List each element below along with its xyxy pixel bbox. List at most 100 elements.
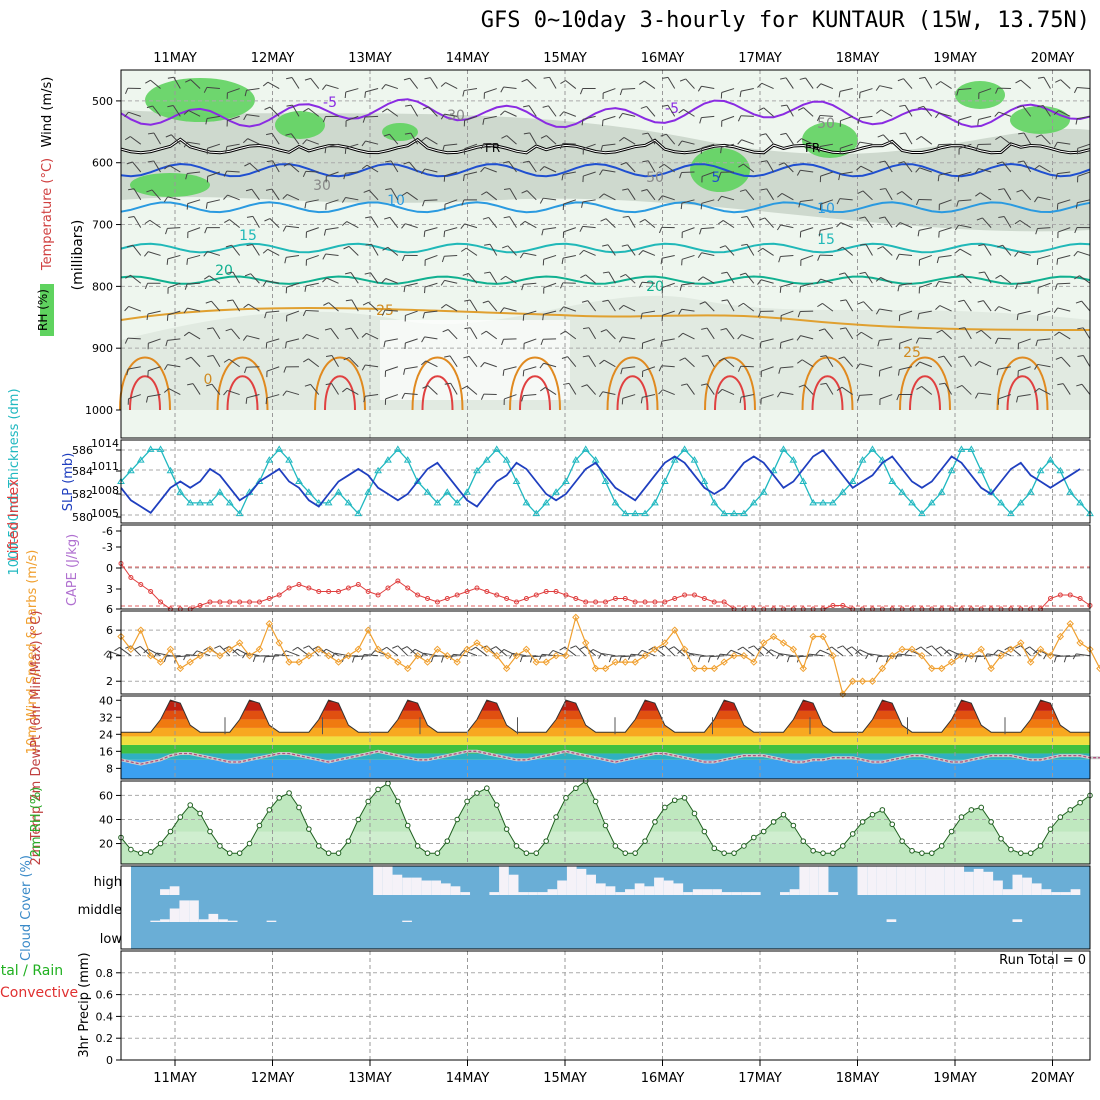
wind-barb-flag	[618, 656, 622, 663]
upper-wind-barb	[385, 394, 399, 400]
wind-barb-flag	[759, 217, 766, 221]
upper-wind-barb	[685, 78, 695, 89]
upper-wind-barb	[602, 169, 616, 173]
lifted-index-marker	[276, 592, 282, 598]
upper-wind-barb	[523, 338, 537, 344]
upper-wind-barb	[133, 188, 142, 201]
lifted-index-marker	[691, 592, 697, 598]
wind-barb-flag	[958, 327, 965, 330]
surface-wind-barb	[592, 649, 606, 657]
lifted-index-marker	[484, 589, 490, 594]
lifted-index-marker	[662, 599, 668, 605]
wind-barb-flag	[956, 273, 963, 277]
surface-wind-barb	[1066, 655, 1081, 658]
wind-barb-flag	[621, 244, 628, 247]
wind-speed-marker	[1017, 639, 1025, 647]
wind-speed-marker	[502, 664, 511, 673]
wind-speed-marker	[611, 658, 620, 666]
upper-wind-barb	[841, 386, 853, 395]
lifted-index-marker	[286, 585, 292, 591]
wind-speed-marker	[651, 645, 659, 654]
cloud-axis-label: Cloud Cover (%)	[19, 855, 34, 961]
wind-barb-flag	[838, 356, 845, 360]
wind-barb-flag	[977, 119, 980, 126]
wind-barb-flag	[362, 301, 369, 306]
cloud-clear-bar	[731, 892, 742, 895]
lifted-index-marker	[504, 596, 510, 601]
upper-wind-barb	[526, 190, 537, 201]
wind-barb-flag	[345, 272, 352, 275]
wind-barb-flag	[421, 360, 427, 366]
cloud-clear-bar	[1051, 892, 1061, 895]
wind-barb-flag	[1024, 646, 1030, 651]
wind-barb-flag	[519, 220, 526, 226]
wind-barb-flag	[739, 397, 742, 404]
lifted-index-marker	[622, 596, 628, 601]
wind-speed-marker	[493, 651, 501, 660]
upper-wind-barb	[168, 388, 181, 395]
thickness-marker	[1016, 498, 1025, 506]
wind-barb-flag	[381, 84, 386, 90]
upper-wind-barb	[608, 271, 616, 284]
cloud-clear-bar	[537, 892, 548, 895]
upper-wind-barb	[998, 111, 1012, 117]
wind-barb-flag	[282, 194, 288, 200]
wind-barb-flag	[560, 80, 566, 84]
wind-barb-flag	[265, 188, 273, 191]
y-tick-label: 0.6	[96, 989, 114, 1002]
wind-barb-flag	[285, 133, 292, 136]
wind-barb-flag	[677, 140, 683, 147]
wind-speed-marker	[730, 651, 738, 660]
wind-barb-flag	[548, 650, 554, 656]
upper-wind-barb	[701, 252, 715, 256]
rh-marker	[493, 802, 500, 808]
thickness-marker	[186, 498, 195, 506]
wind-barb-flag	[640, 313, 643, 320]
upper-wind-barb	[384, 338, 398, 342]
wind-barb-flag	[501, 339, 504, 346]
upper-wind-barb	[450, 383, 458, 395]
upper-wind-barb	[325, 143, 339, 148]
wind-barb-flag	[678, 332, 684, 338]
wind-barb-flag	[164, 364, 168, 371]
lifted-index-marker	[1057, 592, 1063, 598]
wind-barb-flag	[560, 282, 564, 289]
upper-wind-barb	[130, 274, 142, 284]
upper-wind-barb	[940, 81, 952, 89]
thickness-marker	[482, 456, 491, 463]
upper-wind-barb	[607, 299, 616, 312]
thickness-marker	[829, 498, 837, 506]
upper-wind-barb	[662, 282, 675, 289]
wind-barb-flag	[919, 76, 926, 79]
upper-wind-barb	[602, 115, 616, 121]
wind-speed-marker	[1007, 645, 1015, 654]
wind-barb-flag	[958, 299, 965, 303]
upper-wind-barb	[404, 366, 418, 370]
wind-barb-flag	[203, 87, 208, 93]
wind-barb-flag	[204, 227, 208, 234]
upper-wind-barb	[153, 160, 161, 173]
wind-barb-flag	[244, 367, 247, 374]
thickness-marker	[631, 509, 640, 517]
upper-wind-barb	[286, 310, 300, 316]
upper-wind-barb	[187, 307, 201, 312]
wind-barb-flag	[187, 383, 194, 386]
wind-barb-flag	[994, 306, 1000, 312]
upper-wind-barb	[503, 86, 517, 90]
rh-marker	[236, 850, 243, 856]
wind-barb-flag	[776, 653, 780, 660]
upper-wind-barb	[642, 338, 656, 344]
upper-wind-barb	[523, 394, 537, 397]
upper-wind-barb	[1057, 307, 1071, 312]
upper-wind-barb	[188, 331, 201, 340]
wind-barb-flag	[622, 215, 629, 218]
wind-barb-flag	[284, 257, 287, 264]
wind-barb-flag	[126, 244, 133, 248]
rh-marker	[256, 822, 263, 829]
wind-barb-flag	[697, 656, 701, 663]
upper-wind-barb	[345, 171, 359, 174]
y-tick-label: 900	[92, 342, 113, 355]
wind-axis-label: Wind (m/s)	[40, 77, 55, 148]
wind-barb-flag	[464, 299, 471, 302]
wind-barb-flag	[776, 391, 782, 398]
